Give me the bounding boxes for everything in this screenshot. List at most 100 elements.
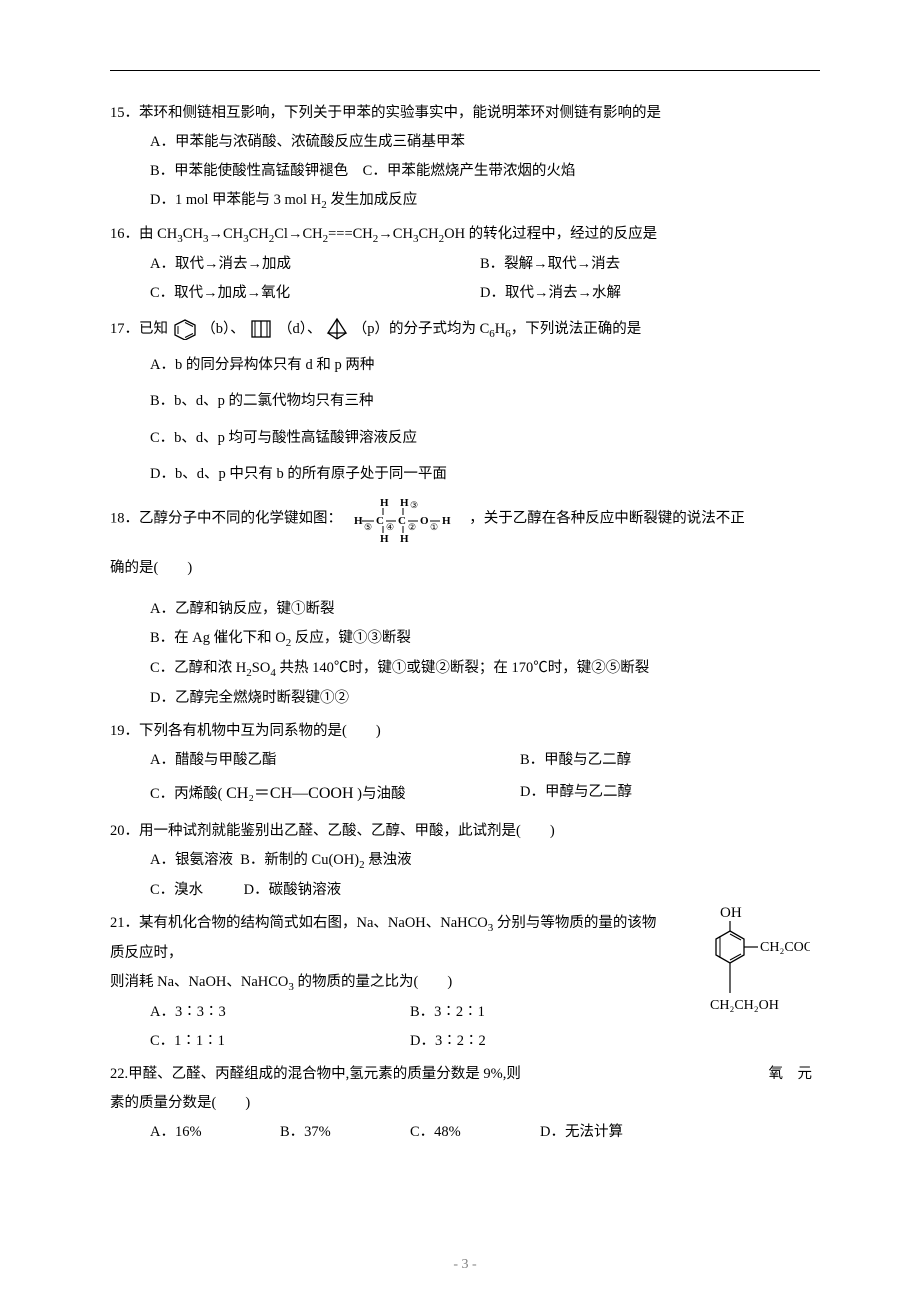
q20-b-pre: B．新制的 Cu(OH): [240, 852, 359, 868]
q19-opt-c: C．丙烯酸( CH₂＝CH—COOH )与油酸: [150, 775, 520, 813]
q19-stem: 19．下列各有机物中互为同系物的是( ): [110, 717, 820, 746]
dewar-d-icon: [248, 318, 274, 340]
q18f-n2: ②: [408, 522, 416, 532]
q19-c-formula: CH₂＝CH—COOH: [226, 785, 353, 802]
q20-opt-c: C．溴水: [150, 876, 240, 905]
q17: 17．已知 （b）、 （d）、 （p）的分子式均为 C6H6，: [110, 312, 820, 492]
q22-opt-c: C．48%: [410, 1118, 540, 1147]
q16-s-6: ===CH: [328, 226, 373, 242]
q17-stem: 17．已知 （b）、 （d）、 （p）的分子式均为 C6H6，: [110, 312, 820, 347]
page-footer: - 3 -: [110, 1257, 820, 1273]
q20-opt-a: A．银氨溶液: [150, 852, 233, 868]
prismane-p-icon: [325, 317, 349, 341]
q20-b-post: 悬浊液: [365, 852, 412, 868]
q17-post: ，下列说法正确的是: [511, 321, 642, 337]
q16-s-2: CH: [183, 226, 203, 242]
q19-c-pre: C．丙烯酸(: [150, 786, 226, 802]
q18-opt-d: D．乙醇完全燃烧时断裂键①②: [150, 684, 820, 713]
q18-b-pre: B．在 Ag 催化下和 O: [150, 630, 286, 646]
q15-d-post: 发生加成反应: [327, 192, 418, 208]
q18-c-pre: C．乙醇和浓 H: [150, 660, 246, 676]
q20-opt-d: D．碳酸钠溶液: [244, 882, 341, 898]
q22-oxy-label: 氧 元: [769, 1060, 813, 1089]
q18f-n4: ④: [386, 522, 394, 532]
q19-c-post: )与油酸: [354, 786, 406, 802]
q22-stem-line2: 素的质量分数是( ): [110, 1089, 820, 1118]
q17-b-label: （b）、: [201, 321, 245, 337]
q19-opt-d: D．甲醇与乙二醇: [520, 775, 632, 813]
q16-opt-d: D．取代→消去→水解: [480, 279, 621, 308]
q17-pre: 17．已知: [110, 321, 172, 337]
q15: 15．苯环和侧链相互影响，下列关于甲苯的实验事实中，能说明苯环对侧链有影响的是 …: [110, 99, 820, 216]
q16-s-8: CH: [418, 226, 438, 242]
q18f-n1: ①: [430, 522, 438, 532]
q16-stem: 16．由 CH3CH3→CH3CH2Cl→CH2===CH2→CH3CH2OH …: [110, 220, 820, 250]
q15-opt-bc: B．甲苯能使酸性高锰酸钾褪色 C．甲苯能燃烧产生带浓烟的火焰: [150, 157, 820, 186]
q18f-h1: H: [380, 497, 389, 509]
q21: OH CH₂COOH CH₂CH₂OH 21．某有机化合物的结构简式如右图，Na…: [110, 909, 820, 1056]
q21-cpre: 则消耗 Na、NaOH、NaHCO: [110, 974, 288, 990]
ethanol-bonds-icon: H H ③ H ⑤ C ④ C ② O ① H H: [346, 496, 466, 542]
q21-opt-c: C．1∶1∶1: [150, 1027, 410, 1056]
q17-opt-c: C．b、d、p 均可与酸性高锰酸钾溶液反应: [150, 420, 820, 456]
q18-opt-a: A．乙醇和钠反应，键①断裂: [150, 595, 820, 624]
q20-opt-cd: C．溴水 D．碳酸钠溶液: [150, 876, 820, 905]
q21-opt-b: B．3∶2∶1: [410, 998, 485, 1027]
top-rule: [110, 70, 820, 71]
q18f-n3: ③: [410, 500, 418, 510]
q22-opt-b: B．37%: [280, 1118, 410, 1147]
q18f-h6: H: [400, 533, 409, 542]
q18-opt-b: B．在 Ag 催化下和 O2 反应，键①③断裂: [150, 624, 820, 654]
q18f-n5: ⑤: [364, 522, 372, 532]
q19: 19．下列各有机物中互为同系物的是( ) A．醋酸与甲酸乙酯B．甲酸与乙二醇 C…: [110, 717, 820, 813]
q21-opt-d: D．3∶2∶2: [410, 1027, 486, 1056]
q16-s-5: Cl→CH: [274, 226, 322, 242]
q18f-h3: H: [354, 515, 363, 527]
q18-post: ，关于乙醇在各种反应中断裂键的说法不正: [469, 510, 745, 526]
q22: 22.甲醛、乙醛、丙醛组成的混合物中,氢元素的质量分数是 9%,则 氧 元 素的…: [110, 1060, 820, 1147]
q17-opt-b: B．b、d、p 的二氯代物均只有三种: [150, 383, 820, 419]
q19-opt-b: B．甲酸与乙二醇: [520, 746, 631, 775]
q18-stem: 18．乙醇分子中不同的化学键如图： H H ③ H ⑤ C ④ C ② O ① …: [110, 496, 820, 542]
q18f-h4: H: [442, 515, 451, 527]
q18f-h2: H: [400, 497, 409, 509]
q21f-oh: OH: [720, 905, 742, 921]
q15-opt-d: D．1 mol 甲苯能与 3 mol H2 发生加成反应: [150, 186, 820, 216]
q18-c-post: 共热 140℃时，键①或键②断裂；在 170℃时，键②⑤断裂: [276, 660, 649, 676]
q20-opt-b: B．新制的 Cu(OH)2 悬浊液: [240, 852, 411, 868]
q18f-c1: C: [376, 515, 384, 527]
q21-pre: 21．某有机化合物的结构简式如右图，Na、NaOH、NaHCO: [110, 915, 488, 931]
q16-s-7: →CH: [378, 226, 413, 242]
q15-opt-a: A．甲苯能与浓硝酸、浓硫酸反应生成三硝基甲苯: [150, 128, 820, 157]
q15-d-pre: D．1 mol 甲苯能与 3 mol H: [150, 192, 321, 208]
q18-opt-c: C．乙醇和浓 H2SO4 共热 140℃时，键①或键②断裂；在 170℃时，键②…: [150, 654, 820, 684]
q16-opt-a: A．取代→消去→加成: [150, 250, 480, 279]
q16: 16．由 CH3CH3→CH3CH2Cl→CH2===CH2→CH3CH2OH …: [110, 220, 820, 308]
q18-cont: 确的是( ): [110, 554, 820, 583]
q18f-h5: H: [380, 533, 389, 542]
q15-opt-b: B．甲苯能使酸性高锰酸钾褪色: [150, 163, 348, 179]
q16-opt-b: B．裂解→取代→消去: [480, 250, 620, 279]
q20: 20．用一种试剂就能鉴别出乙醛、乙酸、乙醇、甲酸，此试剂是( ) A．银氨溶液 …: [110, 817, 820, 905]
q17-opt-d: D．b、d、p 中只有 b 的所有原子处于同一平面: [150, 456, 820, 492]
q18: 18．乙醇分子中不同的化学键如图： H H ③ H ⑤ C ④ C ② O ① …: [110, 496, 820, 713]
q16-opt-c: C．取代→加成→氧化: [150, 279, 480, 308]
q17-opt-a: A．b 的同分异构体只有 d 和 p 两种: [150, 347, 820, 383]
q21f-ch2ch2oh: CH₂CH₂OH: [710, 998, 779, 1013]
q21-cpost: 的物质的量之比为( ): [294, 974, 452, 990]
q18f-o: O: [420, 515, 429, 527]
q20-opt-ab: A．银氨溶液 B．新制的 Cu(OH)2 悬浊液: [150, 846, 820, 876]
q16-s-3: →CH: [208, 226, 243, 242]
q16-s-4: CH: [249, 226, 269, 242]
q18-c-mid: SO: [252, 660, 271, 676]
q22-pre: 22.甲醛、乙醛、丙醛组成的混合物中,氢元素的质量分数是 9%,则: [110, 1060, 521, 1089]
q17-p-label: （p）的分子式均为 C: [353, 321, 490, 337]
q21-structure-icon: OH CH₂COOH CH₂CH₂OH: [660, 903, 810, 1034]
q21f-ch2cooh: CH₂COOH: [760, 940, 810, 955]
q15-stem: 15．苯环和侧链相互影响，下列关于甲苯的实验事实中，能说明苯环对侧链有影响的是: [110, 99, 820, 128]
q16-s-9: OH 的转化过程中，经过的反应是: [444, 226, 657, 242]
q22-opt-a: A．16%: [150, 1118, 280, 1147]
q16-s-1: 16．由 CH: [110, 226, 177, 242]
q18f-c2: C: [398, 515, 406, 527]
q17-h: H: [495, 321, 505, 337]
